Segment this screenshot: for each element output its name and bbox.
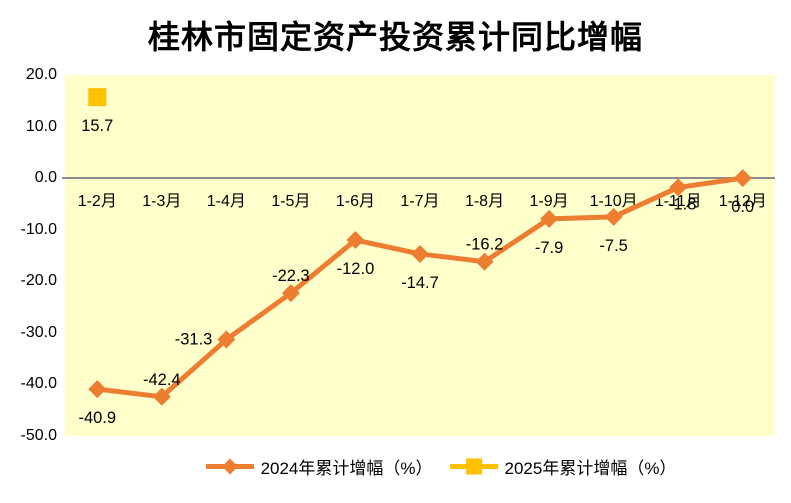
y-tick-label: 10.0 <box>25 117 57 135</box>
x-axis-label: 1-12月 <box>718 193 767 211</box>
legend: 2024年累计增幅（%） 2025年累计增幅（%） <box>90 450 791 482</box>
x-axis-label: 1-8月 <box>464 193 505 211</box>
y-tick-label: -50.0 <box>20 427 57 444</box>
chart-title: 桂林市固定资产投资累计同比增幅 <box>147 19 643 55</box>
zero-axis-line <box>62 177 775 180</box>
line-diamond-marker-icon <box>205 458 254 474</box>
y-tick-label: -20.0 <box>20 272 57 290</box>
plot-area <box>65 75 775 436</box>
x-axis-label: 1-9月 <box>529 193 569 211</box>
x-axis-label: 1-3月 <box>142 193 182 211</box>
x-axis-label: 1-7月 <box>400 193 440 211</box>
x-axis-label: 1-11月 <box>654 193 702 211</box>
x-axis-label: 1-4月 <box>206 193 246 211</box>
y-tick-label: 0.0 <box>34 169 57 187</box>
x-axis-label: 1-6月 <box>335 193 376 211</box>
legend-label-2024: 2024年累计增幅（%） <box>260 458 433 478</box>
legend-item-2024: 2024年累计增幅（%） <box>205 454 433 479</box>
x-axis-label: 1-2月 <box>77 193 117 211</box>
legend-item-2025: 2025年累计增幅（%） <box>449 454 677 479</box>
y-tick-label: -10.0 <box>20 220 57 238</box>
legend-label-2025: 2025年累计增幅（%） <box>504 458 677 478</box>
x-axis-label: 1-5月 <box>271 193 311 211</box>
x-axis-label: 1-10月 <box>589 193 638 211</box>
y-tick-label: -30.0 <box>20 323 57 341</box>
y-tick-label: 20.0 <box>25 66 57 83</box>
line-square-marker-icon <box>449 458 498 474</box>
y-tick-label: -40.0 <box>20 375 57 393</box>
